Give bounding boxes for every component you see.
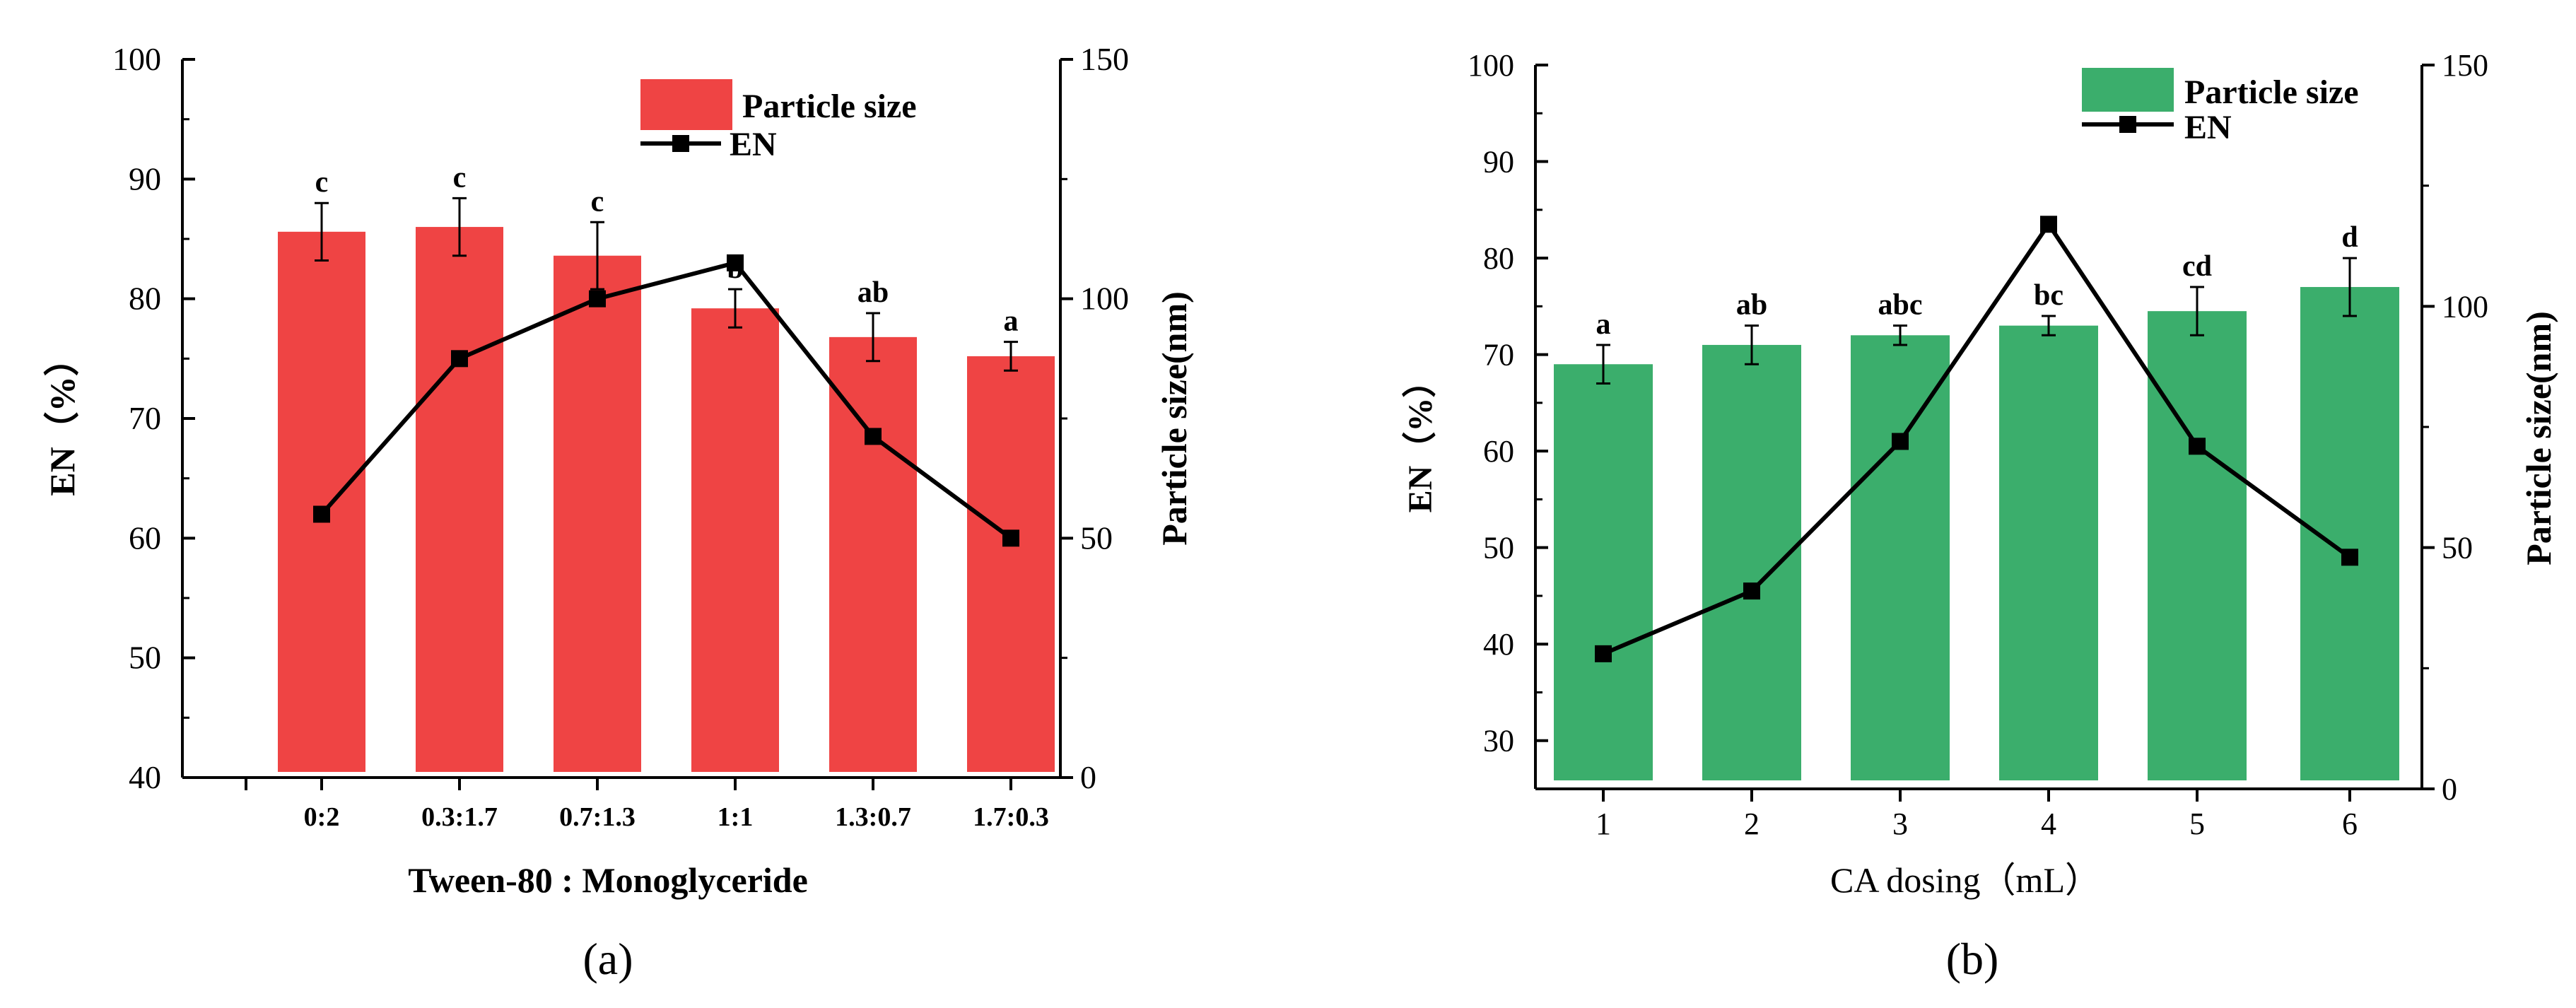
significance-letter: abc — [1878, 289, 1923, 322]
significance-letter: c — [591, 185, 604, 218]
significance-letter: d — [2341, 221, 2358, 254]
right-axis-tick-label: 50 — [1080, 520, 1113, 556]
particle-size-bar — [691, 308, 779, 772]
x-axis-tick-label: 1.7:0.3 — [973, 802, 1049, 832]
x-axis-tick-label: 4 — [2041, 807, 2056, 841]
panel-a-legend-line-marker — [672, 135, 689, 152]
panel-b-legend-line-label: EN — [2184, 109, 2232, 146]
right-axis-tick-label: 150 — [2442, 48, 2488, 83]
x-axis-tick-label: 0.7:1.3 — [559, 802, 636, 832]
right-axis-tick-label: 100 — [2442, 289, 2488, 324]
panel-a-legend: Particle size EN — [640, 79, 917, 163]
panel-b-right-axis-title: Particle size(nm) — [2519, 311, 2558, 565]
left-axis-tick-label: 70 — [1483, 338, 1514, 373]
significance-letter: bc — [2034, 279, 2063, 312]
left-axis-tick-label: 50 — [1483, 531, 1514, 565]
left-axis-tick-label: 60 — [129, 520, 161, 556]
en-point — [2341, 549, 2358, 566]
panel-b-legend-bar-label: Particle size — [2184, 74, 2359, 111]
particle-size-bar — [1554, 364, 1653, 780]
particle-size-bar — [1999, 325, 2098, 780]
significance-letter: c — [315, 166, 329, 199]
panel-b-legend-bar-swatch — [2082, 68, 2174, 112]
left-axis-tick-label: 80 — [1483, 241, 1514, 276]
panel-a-x-axis-title: Tween-80 : Monoglyceride — [408, 860, 808, 900]
particle-size-bar — [1851, 335, 1950, 780]
particle-size-bar — [1702, 344, 1801, 780]
left-axis-tick-label: 80 — [129, 281, 161, 317]
left-axis-tick-label: 30 — [1483, 724, 1514, 758]
panel-b-legend: Particle size EN — [2082, 68, 2359, 146]
left-axis-tick-label: 100 — [1468, 48, 1514, 83]
left-axis-tick-label: 50 — [129, 640, 161, 676]
x-axis-tick-label: 1 — [1596, 807, 1611, 841]
left-axis-tick-label: 60 — [1483, 434, 1514, 469]
panel-b-plot-area: a ab abc bc cd d — [1554, 216, 2399, 780]
particle-size-bar — [967, 356, 1055, 772]
x-axis-tick-label: 3 — [1892, 807, 1908, 841]
x-axis-tick-label: 6 — [2342, 807, 2358, 841]
significance-letter: ab — [1736, 289, 1767, 322]
x-axis-tick-label: 5 — [2189, 807, 2205, 841]
panel-b-x-axis-title: CA dosing（mL） — [1830, 860, 2100, 900]
significance-letter: cd — [2182, 250, 2212, 283]
en-point — [451, 350, 468, 368]
x-axis-tick-label: 1.3:0.7 — [835, 802, 911, 832]
panel-a-legend-bar-swatch — [640, 79, 732, 130]
particle-size-bar — [2148, 311, 2247, 780]
en-point — [313, 505, 330, 523]
left-axis-tick-label: 70 — [129, 400, 161, 436]
left-axis-tick-label: 90 — [1483, 145, 1514, 180]
x-axis-tick-label: 0.3:1.7 — [421, 802, 498, 832]
en-point — [1595, 645, 1612, 662]
panel-a-legend-line-label: EN — [730, 126, 777, 163]
panel-a-right-axis-title: Particle size(nm) — [1154, 291, 1194, 546]
particle-size-bar — [829, 336, 917, 772]
panel-a-plot-area: cccbaba — [278, 161, 1055, 773]
en-line — [320, 260, 1012, 540]
panel-b-legend-line-marker — [2119, 116, 2136, 133]
x-axis-tick-label: 0:2 — [304, 802, 340, 832]
right-axis-tick-label: 50 — [2442, 531, 2473, 565]
significance-letter: ab — [857, 276, 889, 309]
particle-size-bar — [278, 231, 365, 773]
particle-size-bar — [554, 255, 641, 772]
right-axis-tick-label: 0 — [1080, 759, 1096, 795]
right-axis-tick-label: 150 — [1080, 41, 1129, 77]
right-axis-tick-label: 0 — [2442, 772, 2457, 807]
significance-letter: c — [453, 161, 467, 194]
panel-a-legend-bar-label: Particle size — [742, 88, 917, 125]
en-point — [727, 254, 744, 271]
significance-letter: a — [1596, 308, 1611, 341]
panel-b-label: (b) — [1946, 934, 1999, 984]
panel-a-label: (a) — [582, 934, 633, 984]
en-point — [865, 428, 882, 445]
panel-b-left-axis-title: EN（%） — [1402, 364, 1439, 513]
x-axis-tick-label: 2 — [1744, 807, 1760, 841]
right-axis-tick-label: 100 — [1080, 281, 1129, 317]
en-point — [589, 290, 606, 307]
en-point — [1002, 529, 1019, 547]
en-point — [1743, 582, 1760, 600]
left-axis-tick-label: 40 — [129, 759, 161, 795]
x-axis-tick-label: 1:1 — [718, 802, 754, 832]
particle-size-bar — [416, 227, 503, 773]
panel-a: cccbaba 4050607080901000501001500:20.3:1… — [42, 41, 1194, 984]
left-axis-tick-label: 100 — [112, 41, 161, 77]
left-axis-tick-label: 40 — [1483, 627, 1514, 662]
left-axis-tick-label: 90 — [129, 160, 161, 197]
panel-b: a ab abc bc cd d 30 40 50 60 70 80 90 100 0 50 100 150 1 2… — [1402, 48, 2558, 984]
en-point — [2189, 438, 2206, 455]
panel-a-left-axis-title: EN（%） — [42, 341, 82, 496]
en-point — [1892, 433, 1909, 450]
en-line — [1602, 220, 2351, 656]
significance-letter: a — [1004, 305, 1019, 338]
en-point — [2040, 216, 2057, 233]
